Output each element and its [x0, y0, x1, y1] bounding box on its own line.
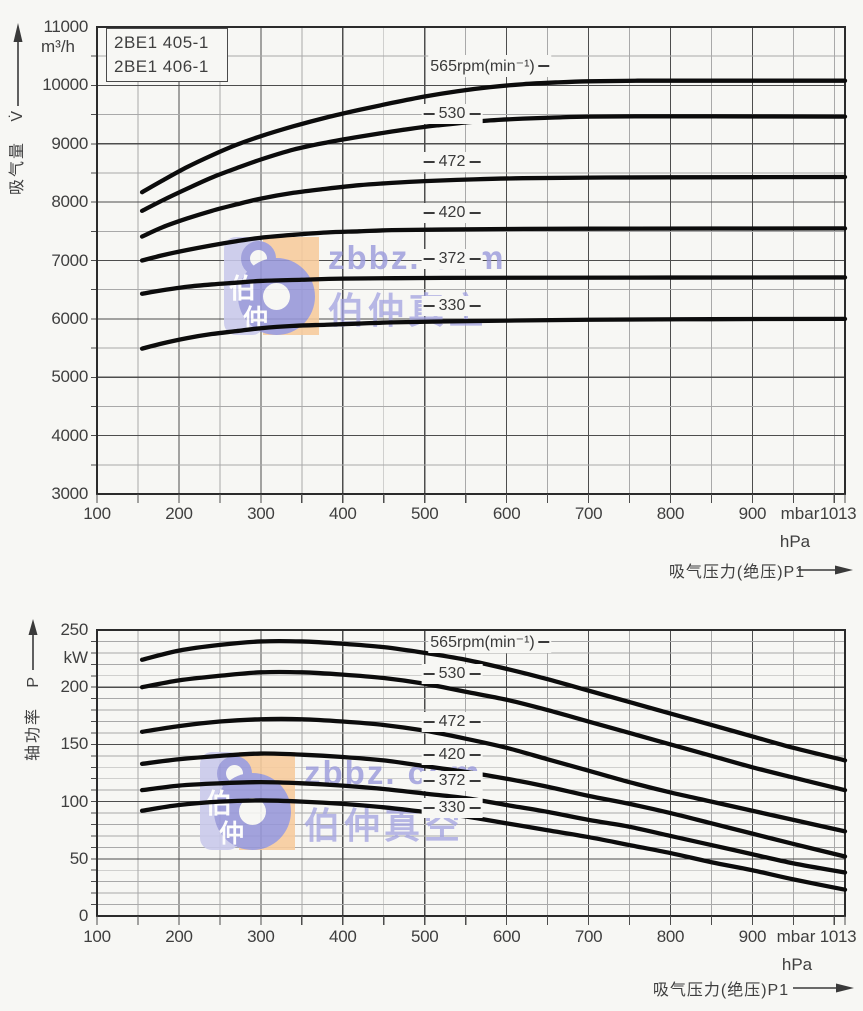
series-curve-530 [139, 669, 848, 793]
series-curve-372 [139, 275, 848, 296]
logo-char-bo: 伯 [229, 274, 256, 304]
logo-char-zhong: 仲 [219, 820, 245, 848]
series-curve-530 [139, 114, 848, 214]
series-curve-372 [139, 780, 848, 875]
logo-big-circle [214, 773, 291, 850]
watermark: 伯 仲 zbbz. com 伯仲真空 [224, 237, 534, 347]
series-curve-330 [139, 316, 848, 351]
plot-border [96, 26, 846, 495]
brand-logo-icon: 伯 仲 [224, 237, 320, 337]
series-curve-565 [139, 638, 848, 763]
logo-big-circle [238, 258, 315, 335]
series-curve-472 [139, 716, 848, 834]
series-curve-420 [139, 226, 848, 263]
series-curve-420 [139, 751, 848, 859]
series-curve-472 [139, 174, 848, 239]
series-curve-330 [139, 798, 848, 892]
series-curve-565 [139, 78, 848, 195]
plot-border [96, 629, 846, 917]
